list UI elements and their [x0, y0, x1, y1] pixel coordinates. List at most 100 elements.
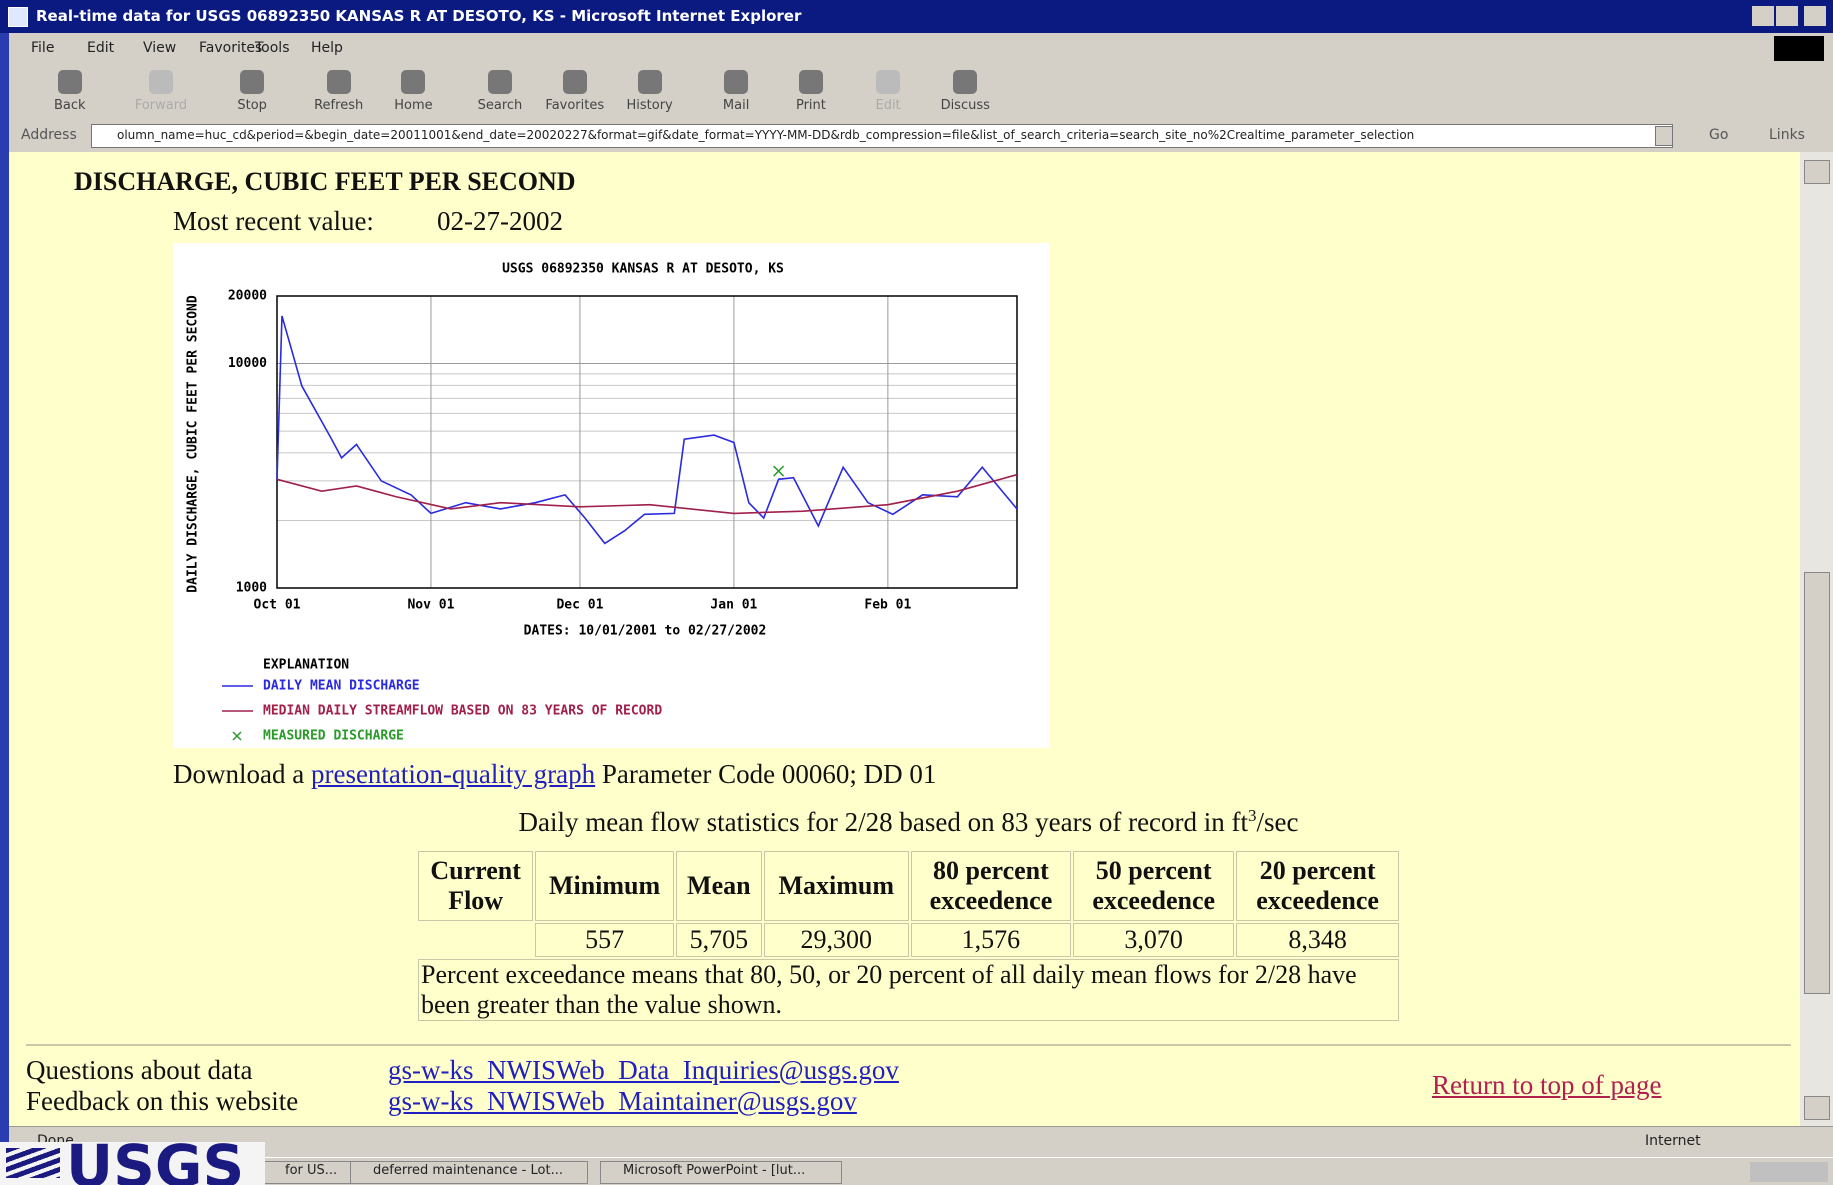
email-link[interactable]: gs-w-ks_NWISWeb_Maintainer@usgs.gov: [388, 1086, 857, 1116]
value-cell: 29,300: [763, 923, 909, 957]
maximize-button[interactable]: [1776, 6, 1798, 26]
toolbar-button[interactable]: Search: [460, 66, 540, 118]
toolbar-label: Refresh: [314, 98, 364, 113]
menu-item[interactable]: Tools: [255, 40, 290, 56]
toolbar-label: Discuss: [940, 98, 990, 113]
x-tick-label: Dec 01: [556, 598, 603, 613]
toolbar-button[interactable]: Back: [30, 66, 110, 118]
toolbar-button[interactable]: Home: [373, 66, 453, 118]
toolbar-icon: [57, 70, 82, 94]
y-tick-label: 20000: [228, 289, 267, 304]
value-cell: 557: [535, 923, 674, 957]
menu-item[interactable]: Help: [311, 40, 343, 56]
toolbar-label: Favorites: [545, 98, 605, 113]
header-cell: 20 percent exceedence: [1236, 851, 1399, 921]
toolbar-button[interactable]: Print: [771, 66, 851, 118]
address-dropdown[interactable]: [1655, 126, 1673, 146]
legend-title: EXPLANATION: [263, 658, 349, 673]
value-cell: 3,070: [1073, 923, 1235, 957]
logo-text: USGS: [66, 1142, 245, 1185]
toolbar-icon: [326, 70, 351, 94]
go-button[interactable]: Go: [1709, 127, 1729, 143]
toolbar-button[interactable]: Refresh: [299, 66, 379, 118]
recent-date: 02-27-2002: [437, 206, 563, 236]
header-cell: 80 percent exceedence: [910, 851, 1072, 921]
menu-item[interactable]: View: [143, 40, 177, 56]
toolbar-button[interactable]: History: [610, 66, 690, 118]
value-cell: 1,576: [910, 923, 1072, 957]
toolbar-button[interactable]: Mail: [696, 66, 776, 118]
minimize-button[interactable]: [1752, 6, 1774, 26]
toolbar-icon: [401, 70, 426, 94]
scrollbar[interactable]: [1800, 152, 1833, 1126]
toolbar-label: Print: [795, 98, 826, 113]
caption-suffix: /sec: [1256, 807, 1299, 837]
toolbar-button[interactable]: Discuss: [925, 66, 1005, 118]
download-prefix: Download a: [173, 759, 305, 789]
footer-label: Questions about data: [26, 1055, 253, 1085]
divider: [26, 1044, 1791, 1046]
toolbar-button[interactable]: Forward: [121, 66, 201, 118]
chart-title: USGS 06892350 KANSAS R AT DESOTO, KS: [502, 262, 784, 277]
parameter-code: Parameter Code 00060; DD 01: [601, 759, 937, 789]
scroll-up[interactable]: [1804, 160, 1830, 184]
data-line: [276, 315, 1018, 545]
toolbar-label: Forward: [134, 98, 188, 113]
legend-label: MEASURED DISCHARGE: [263, 729, 404, 744]
return-link[interactable]: Return to top of page: [1432, 1070, 1662, 1100]
toolbar-label: History: [626, 98, 673, 113]
menu-item[interactable]: Favorites: [199, 40, 263, 56]
taskbar: for US... deferred maintenance - Lot... Mi…: [0, 1157, 1833, 1185]
usgs-logo: USGS: [0, 1142, 265, 1185]
toolbar-icon: [798, 70, 823, 94]
footer-labels: Questions about data Feedback on this we…: [26, 1055, 298, 1117]
x-tick-label: Nov 01: [407, 598, 454, 613]
toolbar-icon: [953, 70, 978, 94]
header-cell: Minimum: [535, 851, 674, 921]
address-label: Address: [21, 127, 77, 143]
scroll-thumb[interactable]: [1804, 572, 1830, 994]
toolbar-label: Mail: [722, 98, 750, 113]
toolbar: Back Forward Stop Refresh Home Search Favorite…: [9, 64, 1833, 121]
menu-item[interactable]: File: [31, 40, 55, 56]
empty-cell: [418, 923, 533, 957]
toolbar-label: Edit: [875, 98, 901, 113]
caption-superscript: 3: [1248, 806, 1257, 825]
download-line: Download a presentation-quality graph Pa…: [173, 759, 936, 790]
note-row: Percent exceedance means that 80, 50, or…: [418, 959, 1399, 1021]
toolbar-button[interactable]: Stop: [212, 66, 292, 118]
close-button[interactable]: [1804, 6, 1826, 26]
links-button[interactable]: Links: [1769, 127, 1805, 143]
address-bar: Address olumn_name=huc_cd&period=&begin_…: [9, 120, 1833, 152]
menu-bar: File Edit View Favorites Tools Help: [9, 33, 1833, 65]
url: olumn_name=huc_cd&period=&begin_date=200…: [117, 128, 1415, 142]
stats-table: Current Flow Minimum Mean Maximum 80 percent…: [416, 849, 1401, 1023]
toolbar-icon: [240, 70, 265, 94]
scroll-down[interactable]: [1804, 1096, 1830, 1120]
email-link[interactable]: gs-w-ks_NWISWeb_Data_Inquiries@usgs.gov: [388, 1055, 899, 1085]
legend-label: MEDIAN DAILY STREAMFLOW BASED ON 83 YEAR…: [263, 704, 662, 719]
heading: DISCHARGE, CUBIC FEET PER SECOND: [74, 167, 576, 196]
ie-icon: [8, 7, 28, 27]
download-link[interactable]: presentation-quality graph: [310, 759, 596, 789]
task-button[interactable]: for US...: [262, 1161, 354, 1184]
logo-waves: [6, 1148, 60, 1178]
legend-swatch: [232, 731, 242, 741]
task-button[interactable]: deferred maintenance - Lot...: [350, 1161, 588, 1184]
value-cell: 8,348: [1236, 923, 1399, 957]
footer-label: Feedback on this website: [26, 1086, 299, 1116]
toolbar-label: Search: [477, 98, 523, 113]
header-cell: Mean: [675, 851, 762, 921]
menu-item[interactable]: Edit: [87, 40, 115, 56]
address-field[interactable]: olumn_name=huc_cd&period=&begin_date=200…: [91, 124, 1673, 148]
toolbar-icon: [487, 70, 512, 94]
header-row: Current Flow Minimum Mean Maximum 80 percent…: [418, 851, 1399, 921]
y-tick-label: 1000: [236, 581, 267, 596]
y-tick-label: 10000: [228, 356, 267, 371]
toolbar-icon: [724, 70, 749, 94]
toolbar-button[interactable]: Favorites: [535, 66, 615, 118]
stats-caption: Daily mean flow statistics for 2/28 base…: [418, 806, 1399, 838]
measured-point: [773, 465, 785, 477]
toolbar-button[interactable]: Edit: [848, 66, 928, 118]
task-button[interactable]: Microsoft PowerPoint - [lut...: [600, 1161, 842, 1184]
